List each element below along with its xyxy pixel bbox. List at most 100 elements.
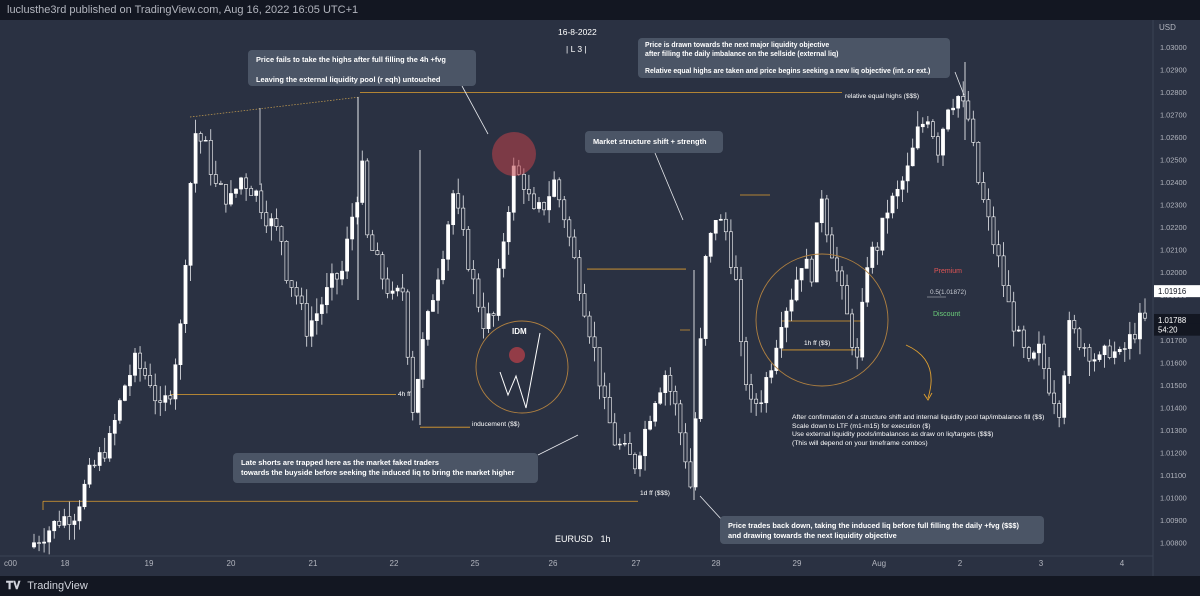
candle-body (1057, 403, 1062, 418)
candle-body (218, 183, 223, 185)
candle-body (648, 421, 653, 430)
candle-body (1138, 312, 1142, 340)
candle-body (47, 530, 52, 543)
candle-body (597, 347, 602, 387)
price-tick-label: 1.00900 (1160, 516, 1187, 525)
candle-body (1122, 348, 1127, 350)
candle-body (92, 464, 97, 467)
candle-body (360, 160, 365, 203)
candle-body (1092, 359, 1097, 362)
candle-body (526, 189, 531, 195)
time-tick-label: 28 (712, 559, 721, 568)
time-tick-label: 21 (309, 559, 318, 568)
candle-body (850, 313, 855, 348)
candle-body (244, 177, 249, 189)
callout-pointer (954, 71, 965, 96)
candle-body (799, 268, 804, 281)
candle-body (400, 287, 405, 293)
candle-body (441, 258, 445, 281)
candle-body (1082, 347, 1087, 349)
candle-body (794, 279, 799, 301)
candle-body (1032, 352, 1036, 359)
currency-label: USD (1159, 23, 1176, 32)
candle-body (436, 279, 440, 301)
time-tick-label: 22 (390, 559, 399, 568)
candle-body (481, 306, 486, 329)
candle-body (638, 455, 642, 470)
candle-body (779, 327, 784, 349)
candle-body (728, 231, 733, 268)
candle-body (845, 285, 849, 315)
candle-body (925, 121, 930, 125)
candle-body (855, 346, 860, 358)
candle-body (501, 241, 506, 269)
candle-body (431, 300, 435, 312)
annotation-highs-fail: Price fails to take the highs after full… (248, 50, 476, 86)
candle-body (370, 234, 375, 251)
drawings (461, 71, 965, 521)
candle-body (910, 147, 915, 167)
price-tick-label: 1.01100 (1160, 471, 1186, 480)
candle-body (1047, 368, 1051, 394)
candle-body (607, 397, 612, 424)
tradingview-logo-icon: 𝐓𝐕 (6, 580, 21, 592)
fvg-1h-circle (755, 253, 889, 387)
price-tick-label: 1.02200 (1160, 223, 1187, 232)
candle-body (673, 390, 678, 405)
candle-body (198, 133, 203, 142)
candle-body (188, 183, 193, 266)
candle-body (789, 299, 794, 312)
candle-body (97, 452, 102, 466)
candle-body (668, 375, 673, 392)
candle-body (900, 180, 905, 190)
candle-body (956, 96, 961, 109)
candle-body (627, 443, 632, 455)
candle-body (537, 202, 541, 209)
candle-body (895, 188, 900, 197)
candle-body (663, 375, 668, 393)
candle-body (168, 395, 173, 400)
idm-circle (475, 320, 569, 414)
candle-body (905, 165, 910, 182)
candle-body (1026, 347, 1031, 359)
candle-body (269, 218, 274, 227)
candle-body (128, 375, 132, 387)
candle-body (1052, 392, 1057, 404)
candle-body (592, 336, 597, 348)
candle-body (1072, 320, 1077, 330)
candle-body (208, 140, 213, 175)
price-tick-label: 1.00800 (1160, 538, 1187, 547)
price-tag-box (1154, 313, 1200, 326)
candle-body (880, 217, 885, 251)
footer-brand: TradingView (27, 580, 88, 592)
label-1h-fvg: 1h ff ($$) (804, 340, 831, 347)
candle-body (764, 377, 769, 404)
candle-body (804, 258, 809, 269)
candle-body (143, 368, 148, 376)
candle-body (425, 311, 430, 340)
candle-body (678, 403, 683, 434)
chart-background (0, 20, 1153, 556)
candle-body (739, 279, 743, 342)
candle-body (602, 385, 607, 398)
price-axis-background (1153, 20, 1200, 576)
candle-body (213, 174, 218, 184)
candle-body (249, 188, 254, 196)
candle-body (289, 280, 294, 288)
candle-body (345, 238, 350, 272)
candle-body (72, 520, 77, 525)
time-tick-label: 27 (632, 559, 641, 568)
candle-body (653, 403, 658, 422)
candle-body (375, 250, 380, 255)
candle-body (1097, 354, 1102, 360)
candle-body (587, 315, 592, 338)
candle-body (355, 202, 360, 218)
annotation-trades-back: Price trades back down, taking the induc… (720, 516, 1044, 544)
candle-body (461, 207, 466, 230)
annotation-mss: Market structure shift + strength (585, 131, 723, 153)
candle-body (390, 290, 395, 294)
candle-body (759, 402, 764, 404)
candle-body (158, 400, 163, 403)
price-tick-label: 1.03000 (1160, 43, 1187, 52)
